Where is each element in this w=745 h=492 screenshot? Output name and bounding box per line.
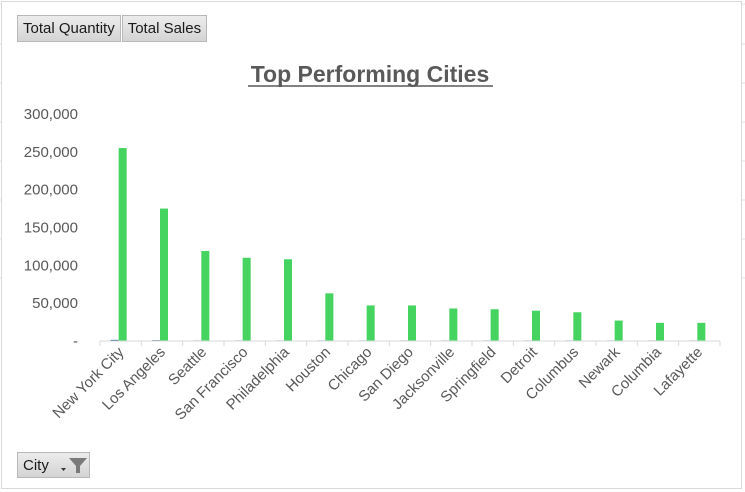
y-tick-label: 50,000 [32,295,78,312]
sales-bar[interactable] [490,309,499,341]
sales-bar[interactable] [449,308,458,341]
chevron-down-icon [61,468,66,471]
pivot-value-buttons: Total Quantity Total Sales [17,15,208,42]
quantity-bar[interactable] [110,339,119,341]
sales-bar[interactable] [532,310,540,341]
y-tick-label: 200,000 [24,182,78,199]
city-filter-label: City [23,457,49,474]
chart-title: Top Performing Cities [251,61,490,87]
y-tick-label: 250,000 [24,144,78,161]
sales-bar[interactable] [614,320,623,341]
total-sales-button[interactable]: Total Sales [121,15,208,42]
y-tick-label: 300,000 [24,106,78,123]
sales-bar[interactable] [242,257,251,341]
x-tick-label: New York City [49,343,127,421]
sales-bar[interactable] [366,305,375,341]
total-quantity-button[interactable]: Total Quantity [17,15,121,42]
y-tick-label: 150,000 [24,220,78,237]
y-tick-label: 100,000 [24,257,78,274]
x-tick-label: Houston [283,344,335,396]
y-axis: - 50,000 100,000 150,000 200,000 250,000 300,0… [24,106,78,350]
city-filter-button[interactable]: City [17,452,90,478]
sales-bar[interactable] [160,208,168,341]
filter-icon [69,458,87,473]
sales-bar[interactable] [656,322,664,341]
sales-bar[interactable] [697,322,706,341]
sales-bar[interactable] [325,293,334,341]
y-tick-label: - [73,333,78,350]
bars [110,148,706,341]
sales-bar[interactable] [118,148,127,341]
sales-bar[interactable] [201,250,210,341]
sales-bar[interactable] [573,312,582,341]
sales-bar[interactable] [284,259,292,341]
sales-bar[interactable] [408,305,416,341]
